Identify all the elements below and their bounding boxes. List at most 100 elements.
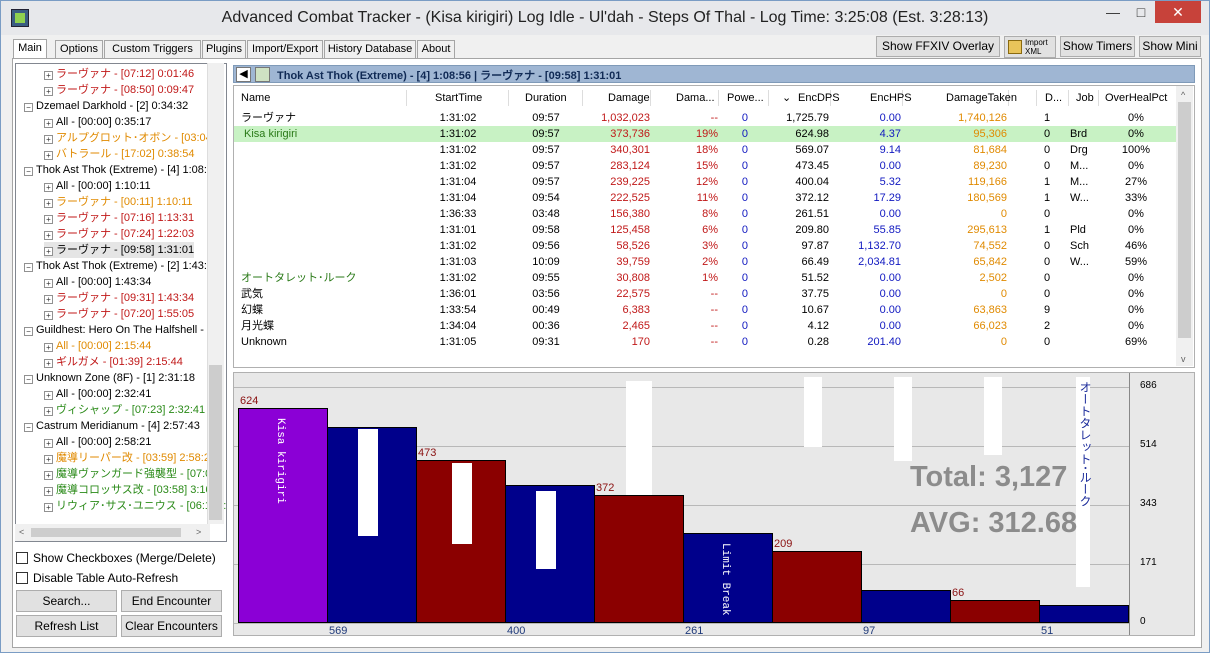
column-header[interactable]: EncHPS [870,92,912,104]
graph-bar[interactable] [950,600,1040,623]
tab-main[interactable]: Main [13,39,47,60]
tree-item[interactable]: − Dzemael Darkhold - [2] 0:34:32 [24,98,188,114]
tab-custom-triggers[interactable]: Custom Triggers [104,40,201,59]
expand-icon[interactable]: + [44,503,53,512]
tab-history-database[interactable]: History Database [324,40,416,59]
expand-icon[interactable]: + [44,199,53,208]
expand-icon[interactable]: + [44,407,53,416]
collapse-icon[interactable]: − [24,103,33,112]
graph-bar[interactable] [594,495,684,623]
expand-icon[interactable]: + [44,215,53,224]
tree-item[interactable]: + All - [00:00] 1:10:11 [44,178,151,194]
tree-item[interactable]: + 魔導コロッサス改 - [03:58] 3:10: [44,482,215,498]
back-arrow-icon[interactable]: ◀ [236,67,251,82]
expand-icon[interactable]: + [44,119,53,128]
tree-item[interactable]: + ヴィシャップ - [07:23] 2:32:41 [44,402,205,418]
show-mini-button[interactable]: Show Mini [1139,36,1201,57]
expand-icon[interactable]: + [44,455,53,464]
column-header[interactable]: EncDPS [798,92,840,104]
tree-item[interactable]: − Thok Ast Thok (Extreme) - [2] 1:43: [24,258,207,274]
expand-icon[interactable]: + [44,471,53,480]
expand-icon[interactable]: + [44,135,53,144]
checkbox-icon[interactable] [16,572,28,584]
expand-icon[interactable]: + [44,279,53,288]
collapse-icon[interactable]: − [24,375,33,384]
tab-import-export[interactable]: Import/Export [247,40,323,59]
show-ffxiv-overlay-button[interactable]: Show FFXIV Overlay [876,36,1000,57]
tree-horizontal-scroll-thumb[interactable] [31,528,181,537]
tree-item[interactable]: + バトラール - [17:02] 0:38:54 [44,146,195,162]
end-encounter-button[interactable]: End Encounter [121,590,222,612]
collapse-icon[interactable]: − [24,167,33,176]
tree-item[interactable]: + ラーヴァナ - [09:58] 1:31:01 [44,242,195,258]
expand-icon[interactable]: + [44,391,53,400]
expand-icon[interactable]: + [44,343,53,352]
collapse-icon[interactable]: − [24,423,33,432]
tree-item[interactable]: + ラーヴァナ - [07:12] 0:01:46 [44,66,194,82]
clear-encounters-button[interactable]: Clear Encounters [121,615,222,637]
scroll-right-arrow-icon[interactable]: > [196,527,202,537]
expand-icon[interactable]: + [44,295,53,304]
tree-item[interactable]: + ラーヴァナ - [07:24] 1:22:03 [44,226,194,242]
maximize-button[interactable]: □ [1136,4,1146,20]
encounter-tree[interactable]: + ラーヴァナ - [07:12] 0:01:46 + ラーヴァナ - [08:50]… [15,63,227,542]
tree-item[interactable]: + リウィア･サス･ユニウス - [06:19] : [44,498,226,514]
tree-vertical-scroll-thumb[interactable] [209,365,222,520]
tree-item[interactable]: + 魔導ヴァンガード強襲型 - [07:0 [44,466,211,482]
tree-item[interactable]: − Guildhest: Hero On The Halfshell - [ [24,322,210,338]
tree-item[interactable]: + All - [00:00] 2:15:44 [44,338,151,354]
scroll-left-arrow-icon[interactable]: < [19,527,25,537]
column-header[interactable]: Name [241,92,271,104]
expand-icon[interactable]: + [44,311,53,320]
table-row[interactable] [234,126,1176,142]
tree-item[interactable]: + All - [00:00] 1:43:34 [44,274,151,290]
tree-item[interactable]: + 魔導リーパー改 - [03:59] 2:58:2 [44,450,210,466]
search-button[interactable]: Search... [16,590,117,612]
expand-icon[interactable]: + [44,71,53,80]
column-header[interactable]: OverHealPct [1105,92,1168,104]
tree-item[interactable]: + アルプグロット･オボン - [03:04] [44,130,215,146]
close-button[interactable]: ✕ [1155,1,1201,23]
tree-item[interactable]: − Castrum Meridianum - [4] 2:57:43 [24,418,200,434]
tree-item[interactable]: + All - [00:00] 0:35:17 [44,114,151,130]
expand-icon[interactable]: + [44,151,53,160]
picture-icon[interactable] [255,67,270,82]
tree-item[interactable]: + ラーヴァナ - [07:16] 1:13:31 [44,210,194,226]
graph-bar[interactable] [861,590,951,623]
expand-icon[interactable]: + [44,487,53,496]
refresh-list-button[interactable]: Refresh List [16,615,117,637]
tab-plugins[interactable]: Plugins [202,40,246,59]
tab-about[interactable]: About [417,40,455,59]
column-header[interactable]: Duration [525,92,567,104]
tree-item[interactable]: + All - [00:00] 2:58:21 [44,434,151,450]
expand-icon[interactable]: + [44,359,53,368]
table-vertical-scroll-thumb[interactable] [1178,102,1191,338]
column-header[interactable]: Dama... [676,92,715,104]
disable-auto-refresh-option[interactable]: Disable Table Auto-Refresh [16,571,178,585]
tree-item[interactable]: + ギルガメ - [01:39] 2:15:44 [44,354,183,370]
expand-icon[interactable]: + [44,231,53,240]
column-header[interactable]: Damage [608,92,650,104]
show-timers-button[interactable]: Show Timers [1060,36,1135,57]
checkbox-icon[interactable] [16,552,28,564]
graph-bar[interactable] [772,551,862,623]
tree-item[interactable]: − Unknown Zone (8F) - [1] 2:31:18 [24,370,195,386]
column-header[interactable]: StartTime [435,92,483,104]
expand-icon[interactable]: + [44,247,53,256]
tree-item[interactable]: + ラーヴァナ - [09:31] 1:43:34 [44,290,194,306]
title-bar[interactable]: Advanced Combat Tracker - (Kisa kirigiri… [1,1,1209,35]
show-checkboxes-option[interactable]: Show Checkboxes (Merge/Delete) [16,551,216,565]
column-header[interactable]: D... [1045,92,1063,104]
table-scroll-up-icon[interactable]: ^ [1181,90,1186,100]
column-header[interactable]: DamageTaken [946,92,1017,104]
collapse-icon[interactable]: − [24,327,33,336]
expand-icon[interactable]: + [44,87,53,96]
graph-bar[interactable] [1039,605,1129,623]
import-xml-button[interactable]: Import XML [1004,36,1056,58]
graph-bar[interactable] [683,533,773,623]
expand-icon[interactable]: + [44,439,53,448]
tree-item[interactable]: + ラーヴァナ - [08:50] 0:09:47 [44,82,194,98]
collapse-icon[interactable]: − [24,263,33,272]
column-header[interactable]: Job [1076,92,1094,104]
tree-item[interactable]: − Thok Ast Thok (Extreme) - [4] 1:08: [24,162,207,178]
